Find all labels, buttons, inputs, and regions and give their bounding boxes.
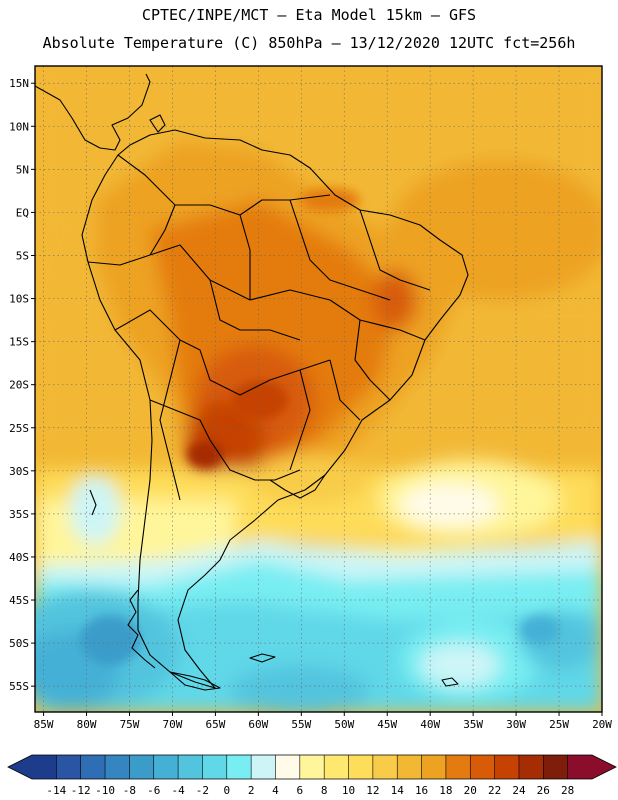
lat-tick-label: 15S [9, 336, 29, 349]
legend-swatch [178, 755, 203, 779]
legend-swatch [494, 755, 520, 779]
legend-label: 14 [391, 784, 405, 797]
map-title-line2: Absolute Temperature (C) 850hPa – 13/12/… [42, 34, 576, 52]
legend-label: 8 [321, 784, 328, 797]
lat-tick-label: 55S [9, 680, 29, 693]
latitude-axis: 15N 10N 5N EQ 5S 10S 15S 20S 25S 30S 35S 40S 45S 50S 5… [9, 77, 35, 693]
legend-label: -2 [196, 784, 209, 797]
legend-swatch [202, 755, 228, 779]
legend-swatch [56, 755, 82, 779]
legend-swatch [567, 755, 593, 779]
legend-swatch [397, 755, 423, 779]
legend-outline [7, 754, 617, 780]
legend-label: 2 [248, 784, 255, 797]
color-legend-labels: -14 -12 -10 -8 -6 -4 -2 0 2 4 6 8 10 12 14 16 18 20 22 24 26… [46, 784, 574, 797]
legend-swatch [518, 755, 544, 779]
graticule [35, 66, 602, 712]
legend-swatch [226, 755, 252, 779]
lon-tick-label: 60W [248, 718, 268, 731]
lat-tick-label: 30S [9, 465, 29, 478]
lon-tick-label: 35W [463, 718, 483, 731]
lon-tick-label: 40W [420, 718, 440, 731]
map-title-line1: CPTEC/INPE/MCT – Eta Model 15km – GFS [141, 6, 477, 24]
legend-swatch [348, 755, 374, 779]
lat-tick-label: 45S [9, 594, 29, 607]
legend-arrow-left-icon [8, 755, 32, 779]
lon-tick-label: 55W [291, 718, 311, 731]
legend-swatch [372, 755, 398, 779]
map-frame [34, 65, 603, 713]
lat-tick-label: 50S [9, 637, 29, 650]
legend-label: 12 [366, 784, 379, 797]
lat-tick-label: 20S [9, 379, 29, 392]
lon-tick-label: 80W [77, 718, 97, 731]
legend-swatch [445, 755, 471, 779]
legend-label: 10 [342, 784, 355, 797]
lat-tick-label: EQ [16, 206, 29, 219]
lon-tick-label: 30W [506, 718, 526, 731]
legend-swatch [299, 755, 325, 779]
legend-label: 4 [272, 784, 279, 797]
legend-swatch [275, 755, 301, 779]
legend-arrow-right-icon [592, 755, 616, 779]
legend-label: 28 [561, 784, 574, 797]
legend-label: 24 [512, 784, 526, 797]
legend-swatch [153, 755, 179, 779]
legend-label: 22 [488, 784, 501, 797]
coastline [35, 73, 469, 691]
color-legend [7, 754, 617, 780]
lat-tick-label: 10N [9, 120, 29, 133]
temperature-field [35, 66, 602, 712]
legend-label: -4 [171, 784, 185, 797]
legend-label: -12 [71, 784, 91, 797]
legend-swatch [32, 755, 57, 779]
lat-tick-label: 35S [9, 508, 29, 521]
legend-label: -8 [123, 784, 136, 797]
legend-swatch [80, 755, 106, 779]
legend-label: -14 [46, 784, 66, 797]
legend-label: 26 [537, 784, 550, 797]
lat-tick-label: 5N [16, 163, 29, 176]
lon-tick-label: 50W [334, 718, 354, 731]
lon-tick-label: 20W [592, 718, 612, 731]
lon-tick-label: 70W [163, 718, 183, 731]
lat-tick-label: 25S [9, 422, 29, 435]
legend-swatch [543, 755, 569, 779]
longitude-axis: 85W 80W 75W 70W 65W 60W 55W 50W 45W 40W 35W 30W 25W 2… [34, 712, 612, 731]
lat-tick-label: 5S [16, 249, 29, 262]
legend-label: -6 [147, 784, 160, 797]
lat-tick-label: 10S [9, 293, 29, 306]
lon-tick-label: 25W [549, 718, 569, 731]
lon-tick-label: 45W [377, 718, 397, 731]
legend-swatch [324, 755, 350, 779]
legend-swatch [470, 755, 496, 779]
legend-label: 18 [439, 784, 452, 797]
legend-swatch [129, 755, 155, 779]
legend-swatch [421, 755, 447, 779]
lat-tick-label: 40S [9, 551, 29, 564]
legend-label: 20 [464, 784, 477, 797]
lon-tick-label: 85W [34, 718, 54, 731]
legend-label: 16 [415, 784, 428, 797]
legend-label: 0 [223, 784, 230, 797]
legend-label: 6 [297, 784, 304, 797]
legend-swatch [251, 755, 276, 779]
legend-swatch [105, 755, 130, 779]
legend-label: -10 [95, 784, 115, 797]
lon-tick-label: 75W [120, 718, 140, 731]
lon-tick-label: 65W [205, 718, 225, 731]
lat-tick-label: 15N [9, 77, 29, 90]
